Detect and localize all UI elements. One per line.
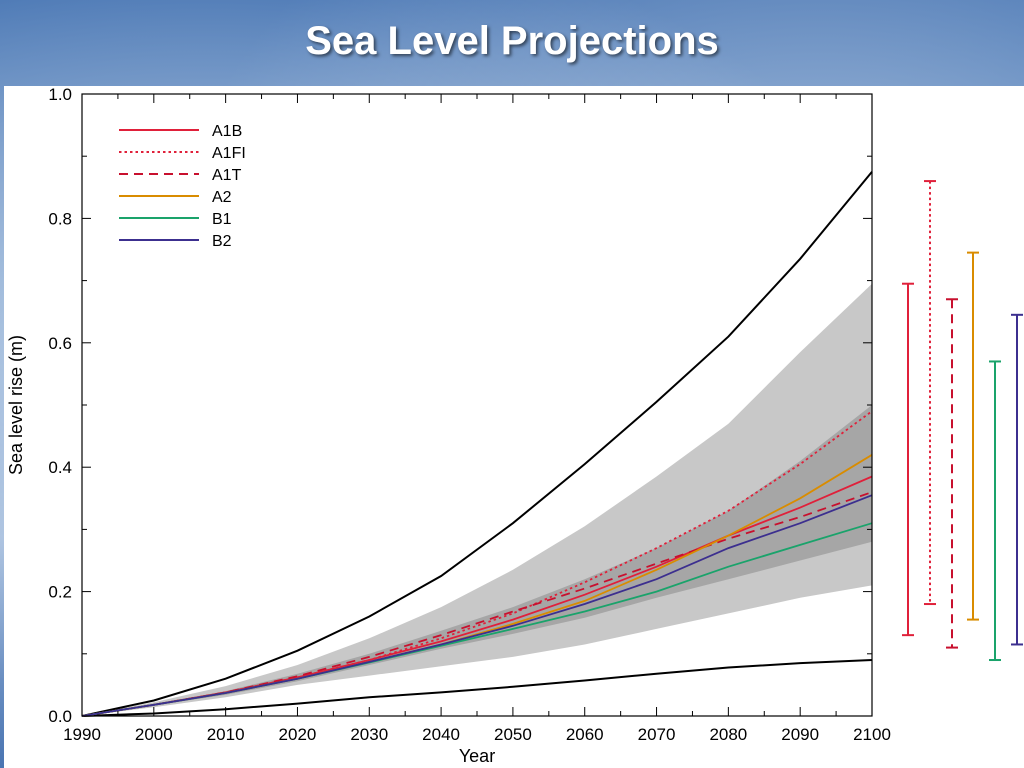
x-tick-label: 2040: [422, 725, 460, 744]
legend-label-a1b: A1B: [212, 123, 242, 140]
y-axis-title: Sea level rise (m): [6, 335, 26, 475]
y-tick-label: 0.4: [48, 458, 72, 477]
x-tick-label: 2100: [853, 725, 891, 744]
series-line-b2: [81, 494, 873, 717]
legend: A1B A1FI A1T A2 B1 B2: [119, 123, 246, 250]
legend-label-b1: B1: [212, 211, 232, 228]
figure-panel: 1990 2000 2010 2020 2030 2040 2050 2060 2070 2080…: [4, 86, 1024, 768]
x-tick-label: 2030: [350, 725, 388, 744]
x-axis-title: Year: [459, 746, 495, 766]
shaded-band-0: [82, 283, 872, 716]
y-tick-label: 0.6: [48, 334, 72, 353]
series-lines: [81, 171, 873, 717]
y-tick-label: 0.8: [48, 209, 72, 228]
envelope-line-1: [81, 659, 873, 717]
x-tick-label: 2020: [279, 725, 317, 744]
y-tick-label: 0.0: [48, 707, 72, 726]
legend-label-a2: A2: [212, 189, 232, 206]
x-tick-label: 2000: [135, 725, 173, 744]
x-tick-label: 1990: [63, 725, 101, 744]
x-tick-label: 2080: [709, 725, 747, 744]
legend-label-a1fi: A1FI: [212, 145, 246, 162]
shaded-band-1: [82, 405, 872, 716]
x-tick-label: 2010: [207, 725, 245, 744]
tick-labels: 1990 2000 2010 2020 2030 2040 2050 2060 2070 2080…: [48, 86, 891, 744]
sea-level-chart: 1990 2000 2010 2020 2030 2040 2050 2060 2070 2080…: [6, 86, 1023, 766]
y-tick-label: 0.2: [48, 583, 72, 602]
series-line-a1t: [81, 491, 873, 717]
slide-title: Sea Level Projections: [305, 18, 719, 63]
x-tick-label: 2090: [781, 725, 819, 744]
y-tick-label: 1.0: [48, 86, 72, 104]
envelope-line-0: [81, 171, 873, 717]
legend-label-a1t: A1T: [212, 167, 242, 184]
legend-label-b2: B2: [212, 233, 232, 250]
x-tick-label: 2050: [494, 725, 532, 744]
x-tick-label: 2060: [566, 725, 604, 744]
title-bar: Sea Level Projections: [0, 0, 1024, 86]
range-bars: [902, 180, 1023, 662]
x-tick-label: 2070: [638, 725, 676, 744]
axis-ticks: [81, 93, 873, 717]
uncertainty-bands: [82, 283, 872, 716]
